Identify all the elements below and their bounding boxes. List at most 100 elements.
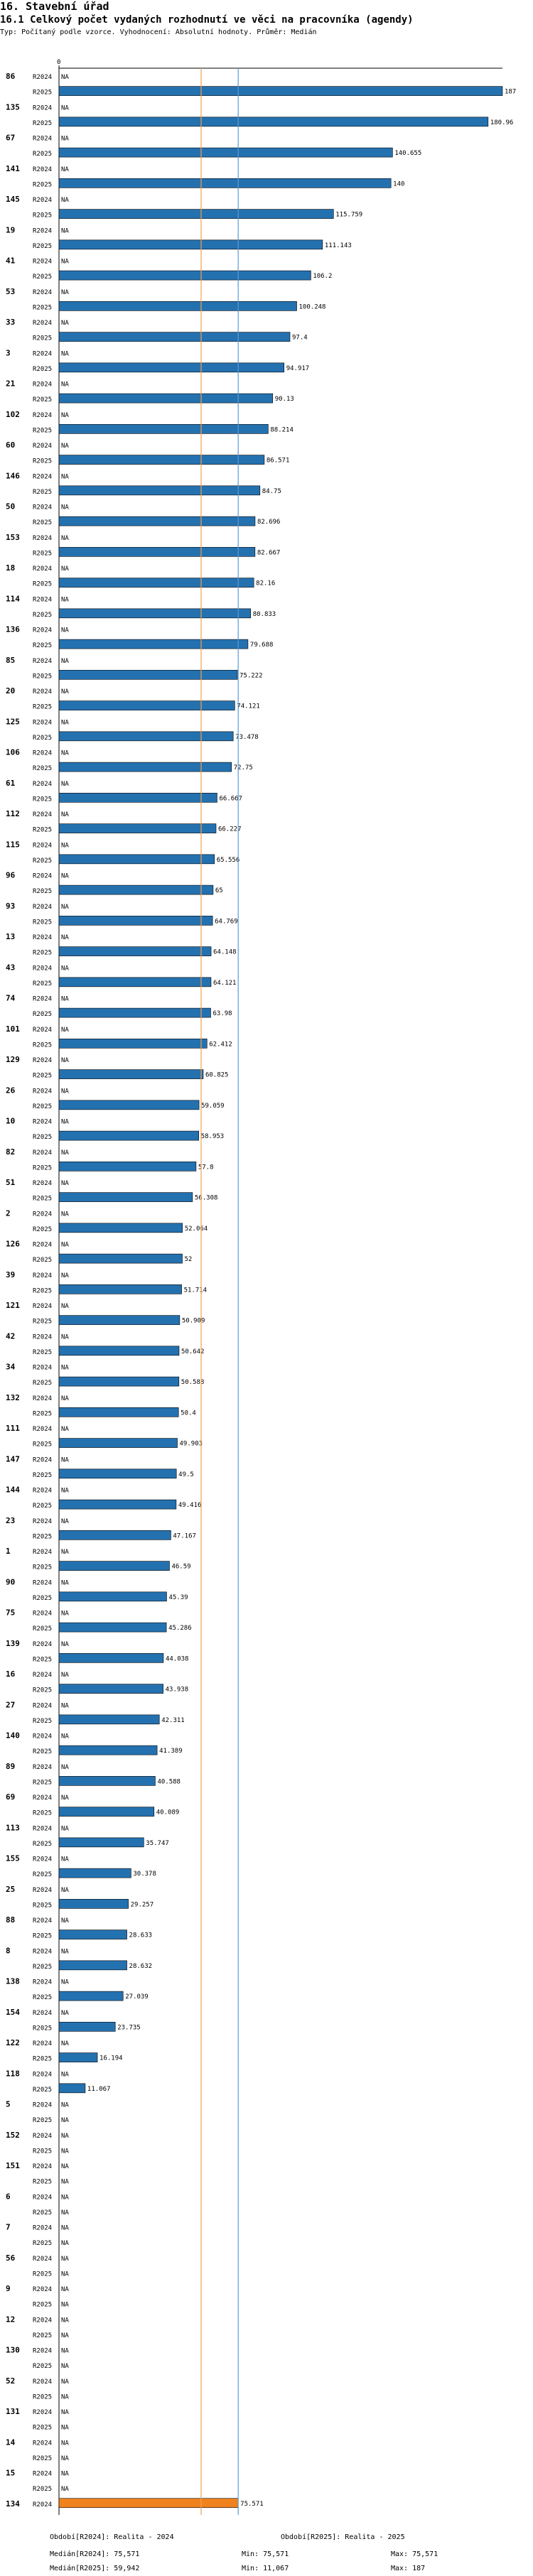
series-label: R2024 [33,1395,52,1402]
data-label: 47.167 [173,1532,196,1539]
category-label: 135 [6,102,20,112]
category-label: 16 [6,1669,16,1679]
series-label: R2024 [33,2040,52,2047]
footer-min-2025: Min: 11,067 [242,2565,289,2572]
series-label: R2024 [33,412,52,419]
category-label: 101 [6,1024,20,1034]
data-label: 50.588 [181,1379,205,1386]
na-label: NA [61,473,69,480]
series-label: R2025 [33,2240,52,2247]
series-label: R2024 [33,965,52,972]
series-label: R2025 [33,427,52,434]
data-label: 49.416 [178,1502,202,1509]
series-label: R2024 [33,2133,52,2140]
footer-min-2024: Min: 75,571 [242,2550,289,2558]
category-label: 18 [6,563,15,573]
data-bar [58,1930,127,1939]
category-label: 140 [6,1731,20,1741]
series-label: R2024 [33,2348,52,2355]
na-label: NA [61,1333,69,1341]
na-label: NA [61,2363,69,2370]
series-label: R2025 [33,1134,52,1141]
category-label: 13 [6,932,15,941]
data-bar [58,1960,127,1971]
data-label: 73.478 [235,734,259,741]
data-label: 66.667 [219,795,242,802]
series-label: R2025 [33,1933,52,1940]
series-label: R2025 [33,1994,52,2001]
data-label: 52.064 [185,1225,208,1233]
category-label: 141 [6,164,20,173]
na-label: NA [61,2163,69,2170]
series-label: R2024 [33,136,52,143]
data-bar [58,1407,179,1417]
na-label: NA [61,412,69,419]
series-label: R2025 [33,1349,52,1356]
series-label: R2024 [33,1672,52,1679]
series-label: R2025 [33,2025,52,2032]
series-label: R2025 [33,1410,52,1417]
series-label: R2025 [33,612,52,619]
series-label: R2025 [33,888,52,895]
data-label: 16.194 [99,2055,123,2062]
category-label: 152 [6,2131,20,2140]
na-label: NA [61,227,69,234]
series-label: R2024 [33,2071,52,2078]
series-label: R2024 [33,259,52,266]
category-label: 8 [6,1946,11,1955]
data-bar [58,1039,208,1049]
series-label: R2024 [33,227,52,234]
data-label: 35.747 [146,1840,169,1847]
category-label: 23 [6,1516,15,1525]
category-label: 146 [6,471,20,480]
na-label: NA [61,2194,69,2201]
series-label: R2024 [33,1579,52,1586]
data-label: 75.571 [240,2501,264,2508]
data-bar [58,393,274,404]
category-label: 51 [6,1178,16,1187]
series-label: R2025 [33,2056,52,2063]
na-label: NA [61,2133,69,2140]
series-label: R2024 [33,2379,52,2386]
series-label: R2025 [33,1041,52,1049]
series-label: R2024 [33,1088,52,1095]
category-label: 153 [6,533,20,542]
series-label: R2024 [33,74,52,81]
series-label: R2025 [33,1687,52,1694]
data-label: 44.038 [166,1655,189,1662]
category-label: 21 [6,379,16,389]
data-label: 97.4 [292,335,308,342]
category-label: 115 [6,840,20,849]
data-bar [58,1837,144,1848]
chart-subtitle: Typ: Počítaný podle vzorce. Vyhodnocení:… [0,28,317,36]
series-label: R2025 [33,919,52,926]
series-label: R2024 [33,2194,52,2201]
na-label: NA [61,2425,69,2432]
series-label: R2025 [33,1164,52,1171]
na-label: NA [61,1733,69,1741]
data-bar [58,117,489,127]
data-bar [58,700,235,710]
data-label: 57.8 [198,1164,214,1171]
category-label: 154 [6,2008,20,2017]
series-label: R2024 [33,1917,52,1925]
footer-median-2025: Medián[R2025]: 59,942 [50,2565,140,2572]
series-label: R2024 [33,2163,52,2170]
category-label: 139 [6,1639,20,1648]
series-label: R2025 [33,396,52,404]
data-bar [58,1899,129,1909]
data-bar [58,1807,155,1817]
series-label: R2024 [33,1733,52,1741]
data-label: 27.039 [125,1993,149,2001]
na-label: NA [61,1088,69,1095]
category-label: 85 [6,656,15,665]
na-label: NA [61,1365,69,1372]
data-bar [58,1868,131,1878]
na-label: NA [61,2179,69,2186]
series-label: R2024 [33,1488,52,1495]
na-label: NA [61,2471,69,2478]
series-label: R2025 [33,2363,52,2370]
data-label: 11.067 [87,2086,111,2093]
na-label: NA [61,381,69,389]
data-bar [58,977,212,987]
